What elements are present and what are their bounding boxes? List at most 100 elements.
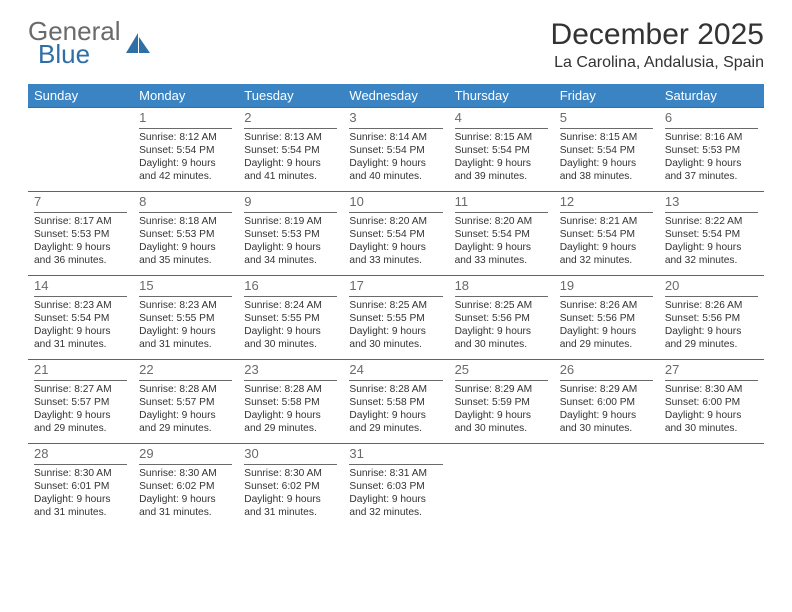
day-number: 10 [349, 192, 442, 213]
month-title: December 2025 [551, 18, 764, 52]
day-number: 8 [139, 192, 232, 213]
calendar-day-cell: 31Sunrise: 8:31 AMSunset: 6:03 PMDayligh… [343, 444, 448, 528]
sunset-line: Sunset: 6:02 PM [244, 480, 337, 493]
day-number: 9 [244, 192, 337, 213]
daylight-line: Daylight: 9 hours and 34 minutes. [244, 241, 337, 267]
sunrise-line: Sunrise: 8:20 AM [349, 215, 442, 228]
calendar-day-cell: 10Sunrise: 8:20 AMSunset: 5:54 PMDayligh… [343, 192, 448, 276]
day-details: Sunrise: 8:27 AMSunset: 5:57 PMDaylight:… [34, 383, 127, 435]
sunrise-line: Sunrise: 8:29 AM [560, 383, 653, 396]
calendar-day-cell [449, 444, 554, 528]
calendar-day-cell: 5Sunrise: 8:15 AMSunset: 5:54 PMDaylight… [554, 108, 659, 192]
daylight-line: Daylight: 9 hours and 30 minutes. [455, 409, 548, 435]
day-details: Sunrise: 8:20 AMSunset: 5:54 PMDaylight:… [349, 215, 442, 267]
calendar-day-cell: 16Sunrise: 8:24 AMSunset: 5:55 PMDayligh… [238, 276, 343, 360]
day-number: 19 [560, 276, 653, 297]
calendar-day-cell: 21Sunrise: 8:27 AMSunset: 5:57 PMDayligh… [28, 360, 133, 444]
sunset-line: Sunset: 5:54 PM [349, 144, 442, 157]
daylight-line: Daylight: 9 hours and 42 minutes. [139, 157, 232, 183]
daylight-line: Daylight: 9 hours and 37 minutes. [665, 157, 758, 183]
sunset-line: Sunset: 5:54 PM [665, 228, 758, 241]
daylight-line: Daylight: 9 hours and 33 minutes. [349, 241, 442, 267]
day-details: Sunrise: 8:26 AMSunset: 5:56 PMDaylight:… [560, 299, 653, 351]
sunrise-line: Sunrise: 8:30 AM [139, 467, 232, 480]
sunrise-line: Sunrise: 8:14 AM [349, 131, 442, 144]
day-number: 7 [34, 192, 127, 213]
sunrise-line: Sunrise: 8:26 AM [665, 299, 758, 312]
day-number: 23 [244, 360, 337, 381]
day-number: 18 [455, 276, 548, 297]
calendar-day-cell [28, 108, 133, 192]
sunrise-line: Sunrise: 8:25 AM [455, 299, 548, 312]
sunset-line: Sunset: 5:53 PM [34, 228, 127, 241]
location: La Carolina, Andalusia, Spain [551, 54, 764, 72]
day-details: Sunrise: 8:25 AMSunset: 5:55 PMDaylight:… [349, 299, 442, 351]
daylight-line: Daylight: 9 hours and 30 minutes. [244, 325, 337, 351]
weekday-header: Sunday [28, 84, 133, 108]
sunset-line: Sunset: 5:54 PM [560, 144, 653, 157]
day-details: Sunrise: 8:30 AMSunset: 6:01 PMDaylight:… [34, 467, 127, 519]
sunrise-line: Sunrise: 8:16 AM [665, 131, 758, 144]
calendar-week-row: 1Sunrise: 8:12 AMSunset: 5:54 PMDaylight… [28, 108, 764, 192]
calendar-day-cell: 12Sunrise: 8:21 AMSunset: 5:54 PMDayligh… [554, 192, 659, 276]
calendar-day-cell: 29 Sunrise: 8:30 AMSunset: 6:02 PMDayligh… [133, 444, 238, 528]
sunset-line: Sunset: 5:57 PM [34, 396, 127, 409]
calendar-week-row: 28Sunrise: 8:30 AMSunset: 6:01 PMDayligh… [28, 444, 764, 528]
sunrise-line: Sunrise: 8:25 AM [349, 299, 442, 312]
daylight-line: Daylight: 9 hours and 31 minutes. [139, 493, 232, 519]
calendar-day-cell [659, 444, 764, 528]
daylight-line: Daylight: 9 hours and 29 minutes. [139, 409, 232, 435]
sunrise-line: Sunrise: 8:24 AM [244, 299, 337, 312]
sunrise-line: Sunrise: 8:28 AM [244, 383, 337, 396]
title-block: December 2025 La Carolina, Andalusia, Sp… [551, 18, 764, 72]
weekday-header: Tuesday [238, 84, 343, 108]
calendar-day-cell: 15Sunrise: 8:23 AMSunset: 5:55 PMDayligh… [133, 276, 238, 360]
sunrise-line: Sunrise: 8:19 AM [244, 215, 337, 228]
daylight-line: Daylight: 9 hours and 30 minutes. [560, 409, 653, 435]
day-details: Sunrise: 8:31 AMSunset: 6:03 PMDaylight:… [349, 467, 442, 519]
day-number: 6 [665, 108, 758, 129]
calendar-day-cell: 7Sunrise: 8:17 AMSunset: 5:53 PMDaylight… [28, 192, 133, 276]
day-number: 29 [139, 444, 232, 465]
day-number: 22 [139, 360, 232, 381]
weekday-header: Friday [554, 84, 659, 108]
daylight-line: Daylight: 9 hours and 41 minutes. [244, 157, 337, 183]
calendar-day-cell: 4Sunrise: 8:15 AMSunset: 5:54 PMDaylight… [449, 108, 554, 192]
calendar-day-cell: 28Sunrise: 8:30 AMSunset: 6:01 PMDayligh… [28, 444, 133, 528]
day-number: 11 [455, 192, 548, 213]
calendar-day-cell: 24Sunrise: 8:28 AMSunset: 5:58 PMDayligh… [343, 360, 448, 444]
day-number: 25 [455, 360, 548, 381]
daylight-line: Daylight: 9 hours and 29 minutes. [244, 409, 337, 435]
sunset-line: Sunset: 5:56 PM [665, 312, 758, 325]
day-number: 13 [665, 192, 758, 213]
day-number: 3 [349, 108, 442, 129]
sunrise-line: Sunrise: 8:23 AM [34, 299, 127, 312]
calendar-day-cell: 2Sunrise: 8:13 AMSunset: 5:54 PMDaylight… [238, 108, 343, 192]
sunrise-line: Sunrise: 8:30 AM [34, 467, 127, 480]
sunrise-line: Sunrise: 8:26 AM [560, 299, 653, 312]
sunrise-line: Sunrise: 8:28 AM [139, 383, 232, 396]
sunset-line: Sunset: 5:55 PM [139, 312, 232, 325]
day-details: Sunrise: 8:20 AMSunset: 5:54 PMDaylight:… [455, 215, 548, 267]
daylight-line: Daylight: 9 hours and 29 minutes. [560, 325, 653, 351]
header: General Blue December 2025 La Carolina, … [28, 18, 764, 72]
sunrise-line: Sunrise: 8:22 AM [665, 215, 758, 228]
sunrise-line: Sunrise: 8:23 AM [139, 299, 232, 312]
sunset-line: Sunset: 6:02 PM [139, 480, 232, 493]
day-details: Sunrise: 8:28 AMSunset: 5:57 PMDaylight:… [139, 383, 232, 435]
sunset-line: Sunset: 5:54 PM [139, 144, 232, 157]
sunrise-line: Sunrise: 8:30 AM [665, 383, 758, 396]
day-details: Sunrise: 8:23 AMSunset: 5:55 PMDaylight:… [139, 299, 232, 351]
weekday-header: Monday [133, 84, 238, 108]
calendar-day-cell: 27Sunrise: 8:30 AMSunset: 6:00 PMDayligh… [659, 360, 764, 444]
day-details: Sunrise: 8:28 AMSunset: 5:58 PMDaylight:… [244, 383, 337, 435]
calendar-day-cell: 18Sunrise: 8:25 AMSunset: 5:56 PMDayligh… [449, 276, 554, 360]
daylight-line: Daylight: 9 hours and 29 minutes. [34, 409, 127, 435]
day-details: Sunrise: 8:25 AMSunset: 5:56 PMDaylight:… [455, 299, 548, 351]
calendar-week-row: 7Sunrise: 8:17 AMSunset: 5:53 PMDaylight… [28, 192, 764, 276]
calendar-week-row: 14Sunrise: 8:23 AMSunset: 5:54 PMDayligh… [28, 276, 764, 360]
sunset-line: Sunset: 6:01 PM [34, 480, 127, 493]
sunset-line: Sunset: 5:54 PM [244, 144, 337, 157]
sunset-line: Sunset: 5:55 PM [244, 312, 337, 325]
day-number: 5 [560, 108, 653, 129]
